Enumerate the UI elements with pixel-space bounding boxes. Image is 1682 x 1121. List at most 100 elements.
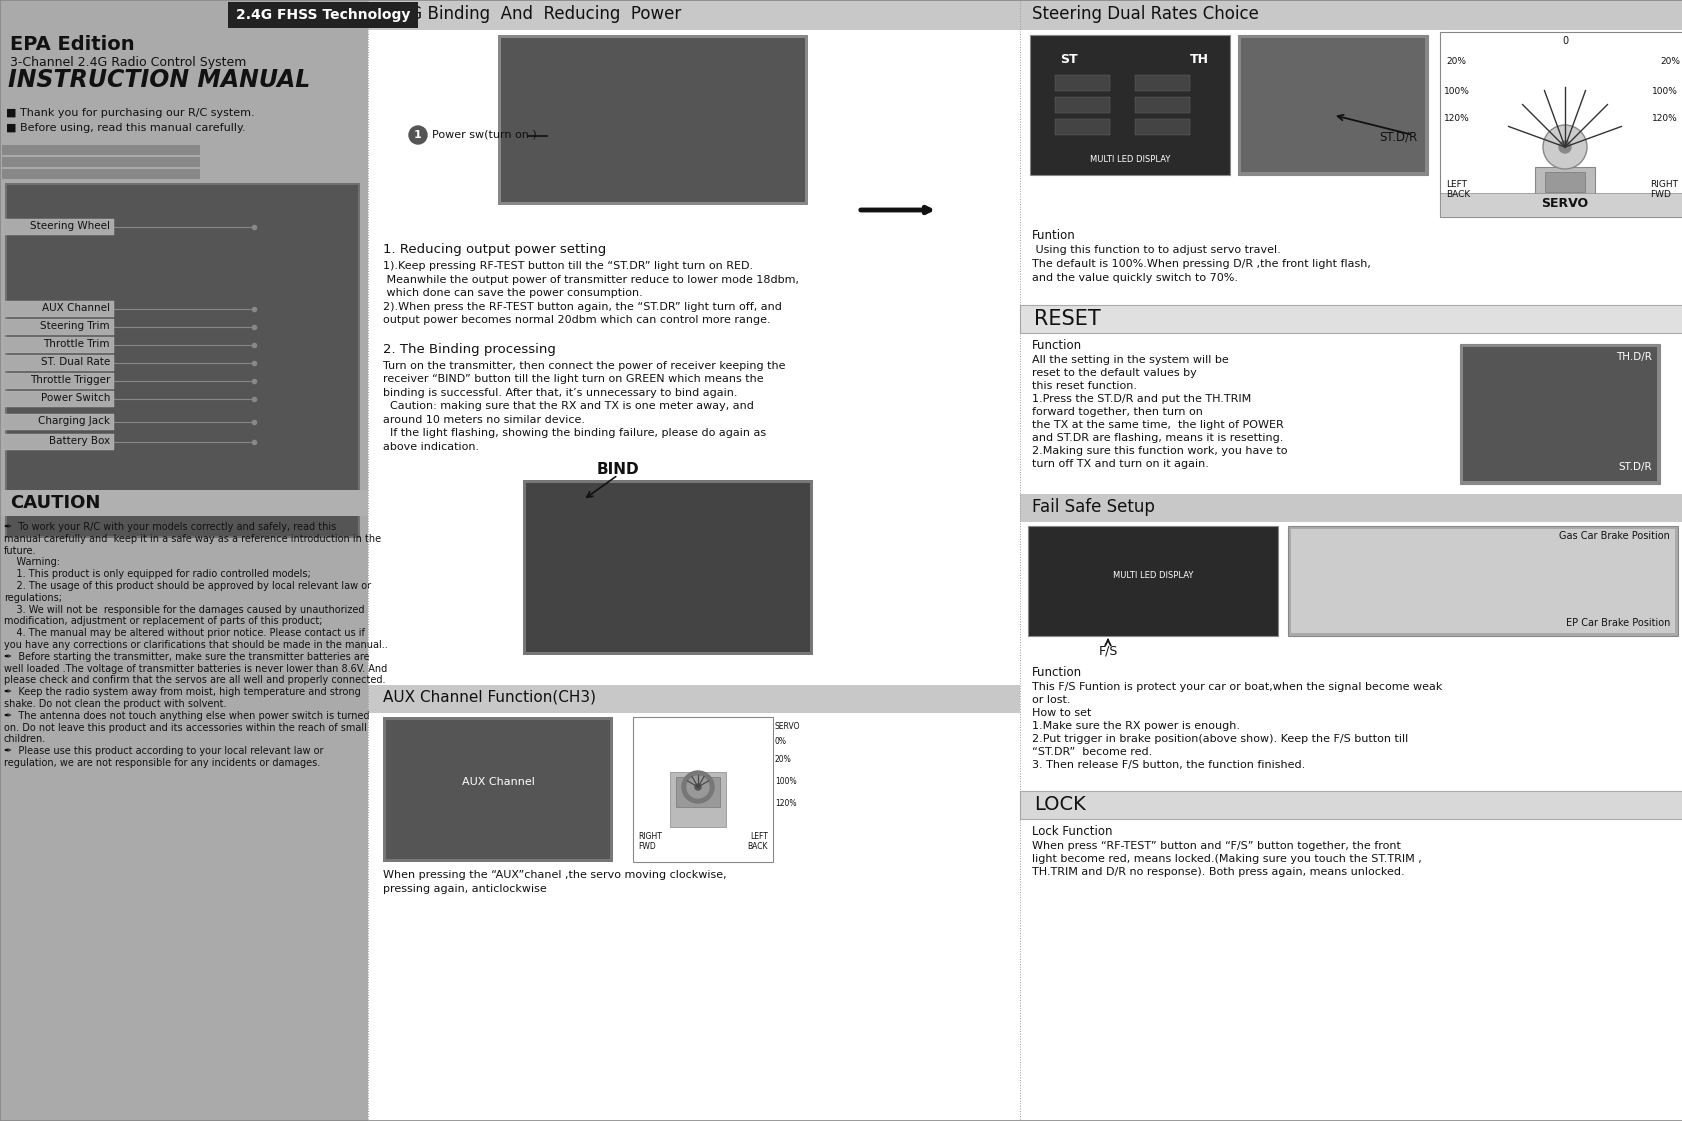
Text: F/S: F/S — [1098, 643, 1117, 657]
Text: 20%: 20% — [1445, 57, 1465, 66]
Text: ST.D/R: ST.D/R — [1379, 130, 1418, 143]
Text: please check and confirm that the servos are all well and properly connected.: please check and confirm that the servos… — [3, 675, 385, 685]
Bar — [523, 480, 812, 655]
Text: 2. The Binding processing: 2. The Binding processing — [383, 343, 555, 355]
Bar — [1134, 75, 1189, 91]
Text: Caution: making sure that the RX and TX is one meter away, and: Caution: making sure that the RX and TX … — [383, 401, 754, 411]
Bar — [0, 490, 368, 516]
Bar — [1440, 33, 1682, 217]
Text: LEFT
BACK: LEFT BACK — [747, 832, 767, 852]
Text: If the light flashing, showing the binding failure, please do again as: If the light flashing, showing the bindi… — [383, 428, 765, 438]
Bar — [526, 483, 809, 652]
Text: children.: children. — [3, 734, 45, 744]
Bar — [0, 0, 1682, 30]
Bar — [1440, 193, 1682, 217]
Text: CAUTION: CAUTION — [10, 494, 101, 512]
Text: 1.Make sure the RX power is enough.: 1.Make sure the RX power is enough. — [1031, 721, 1240, 731]
Text: Steering Wheel: Steering Wheel — [30, 221, 109, 231]
Text: AUX Channel: AUX Channel — [461, 777, 535, 787]
Text: light become red, means locked.(Making sure you touch the ST.TRIM ,: light become red, means locked.(Making s… — [1031, 854, 1421, 864]
Text: ST. Dual Rate: ST. Dual Rate — [40, 356, 109, 367]
Text: Function: Function — [1031, 666, 1082, 679]
Bar — [501, 38, 804, 202]
Text: reset to the default values by: reset to the default values by — [1031, 368, 1196, 378]
Text: MULTI LED DISPLAY: MULTI LED DISPLAY — [1090, 155, 1169, 164]
Text: 100%: 100% — [774, 777, 796, 786]
Circle shape — [681, 771, 713, 803]
Text: Function: Function — [1031, 339, 1082, 352]
Text: around 10 meters no similar device.: around 10 meters no similar device. — [383, 415, 585, 425]
Text: TH.D/R: TH.D/R — [1615, 352, 1652, 362]
Text: future.: future. — [3, 546, 37, 556]
Bar — [1019, 0, 1682, 1121]
Text: Meanwhile the output power of transmitter reduce to lower mode 18dbm,: Meanwhile the output power of transmitte… — [383, 275, 799, 285]
Bar — [2, 373, 114, 389]
Bar — [1055, 75, 1110, 91]
Bar — [1534, 167, 1595, 212]
Text: 20%: 20% — [774, 756, 791, 765]
Bar — [385, 720, 609, 859]
Text: which done can save the power consumption.: which done can save the power consumptio… — [383, 288, 643, 298]
Text: 2.4G FHSS Technology: 2.4G FHSS Technology — [235, 8, 410, 22]
Bar — [1019, 791, 1682, 819]
Text: BIND: BIND — [597, 462, 639, 478]
Text: regulation, we are not responsible for any incidents or damages.: regulation, we are not responsible for a… — [3, 758, 320, 768]
Text: This F/S Funtion is protect your car or boat,when the signal become weak: This F/S Funtion is protect your car or … — [1031, 682, 1441, 692]
Text: Lock Function: Lock Function — [1031, 825, 1112, 839]
Bar — [2, 434, 114, 450]
Text: EP Car Brake Position: EP Car Brake Position — [1564, 618, 1669, 628]
Bar — [2, 355, 114, 371]
Text: 1.Press the ST.D/R and put the TH.TRIM: 1.Press the ST.D/R and put the TH.TRIM — [1031, 393, 1250, 404]
Bar — [227, 2, 417, 28]
Circle shape — [409, 126, 427, 143]
Bar — [1240, 38, 1425, 172]
Circle shape — [1558, 141, 1569, 152]
Bar — [368, 685, 1019, 713]
Bar — [2, 414, 114, 430]
Text: pressing again, anticlockwise: pressing again, anticlockwise — [383, 884, 547, 895]
Text: 0%: 0% — [774, 736, 787, 745]
Text: 0: 0 — [1561, 36, 1568, 46]
Bar — [1134, 98, 1189, 113]
Text: ■ Before using, read this manual carefully.: ■ Before using, read this manual careful… — [7, 123, 246, 133]
Text: Battery Box: Battery Box — [49, 436, 109, 446]
Text: ✒  The antenna does not touch anything else when power switch is turned: ✒ The antenna does not touch anything el… — [3, 711, 370, 721]
Text: Fail Safe Setup: Fail Safe Setup — [1031, 498, 1154, 516]
Bar — [2, 391, 114, 407]
Text: regulations;: regulations; — [3, 593, 62, 603]
Text: Steering Dual Rates Choice: Steering Dual Rates Choice — [1031, 4, 1258, 24]
Bar — [368, 0, 1019, 1121]
Text: 120%: 120% — [774, 799, 796, 808]
Bar — [1029, 35, 1230, 175]
Bar — [1055, 98, 1110, 113]
Text: 1: 1 — [414, 130, 422, 140]
Bar — [1462, 348, 1657, 481]
Text: How to set: How to set — [1031, 708, 1090, 717]
Text: Gas Car Brake Position: Gas Car Brake Position — [1558, 531, 1669, 541]
Bar — [2, 319, 114, 335]
Bar — [2, 157, 200, 167]
Bar — [1544, 172, 1584, 192]
Text: 4. The manual may be altered without prior notice. Please contact us if: 4. The manual may be altered without pri… — [3, 628, 365, 638]
Text: Throttle Trigger: Throttle Trigger — [30, 376, 109, 385]
Text: “ST.DR”  become red.: “ST.DR” become red. — [1031, 747, 1152, 757]
Text: 120%: 120% — [1652, 114, 1677, 123]
Text: manual carefully and  keep it in a safe way as a reference introduction in the: manual carefully and keep it in a safe w… — [3, 534, 380, 544]
Text: and ST.DR are flashing, means it is resetting.: and ST.DR are flashing, means it is rese… — [1031, 433, 1283, 443]
Bar — [2, 337, 114, 353]
Text: output power becomes normal 20dbm which can control more range.: output power becomes normal 20dbm which … — [383, 315, 770, 325]
Text: FWD: FWD — [1648, 189, 1670, 200]
Text: on. Do not leave this product and its accessories within the reach of small: on. Do not leave this product and its ac… — [3, 723, 367, 733]
Text: receiver “BIND” button till the light turn on GREEN which means the: receiver “BIND” button till the light tu… — [383, 374, 764, 385]
Circle shape — [1542, 126, 1586, 169]
Text: SERVO: SERVO — [774, 722, 801, 731]
Text: 100%: 100% — [1652, 87, 1677, 96]
Text: the TX at the same time,  the light of POWER: the TX at the same time, the light of PO… — [1031, 420, 1283, 430]
Text: modification, adjustment or replacement of parts of this product;: modification, adjustment or replacement … — [3, 617, 323, 627]
Text: 3. We will not be  responsible for the damages caused by unauthorized: 3. We will not be responsible for the da… — [3, 604, 365, 614]
Bar — [1238, 35, 1426, 175]
Text: 2.Making sure this function work, you have to: 2.Making sure this function work, you ha… — [1031, 446, 1287, 456]
Text: INSTRUCTION MANUAL: INSTRUCTION MANUAL — [8, 68, 309, 92]
Bar — [1019, 494, 1682, 522]
Text: this reset function.: this reset function. — [1031, 381, 1137, 391]
